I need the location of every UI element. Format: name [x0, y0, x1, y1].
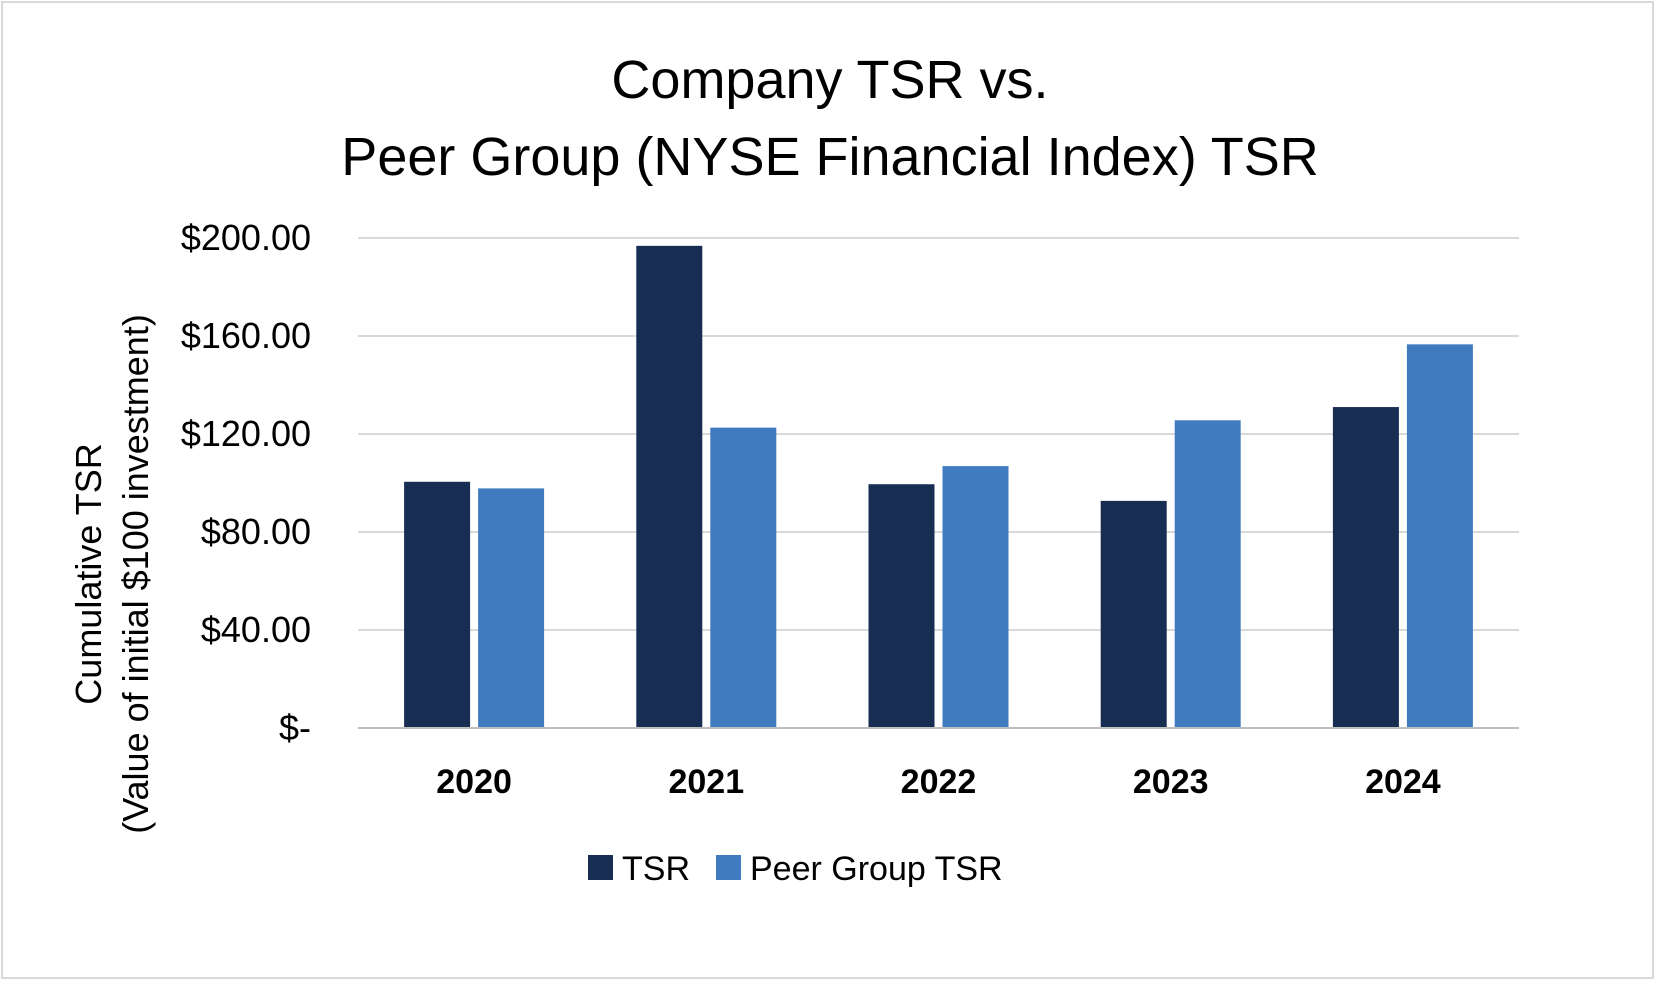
bar-tsr-2021	[636, 245, 703, 728]
y-axis-title-line-1: Cumulative TSR	[68, 443, 109, 704]
y-tick-label: $200.00	[181, 217, 311, 258]
x-tick-label-2022: 2022	[901, 763, 977, 801]
x-tick-label-2023: 2023	[1133, 763, 1209, 801]
x-tick-label-2024: 2024	[1365, 763, 1441, 801]
bar-peer-group-tsr-2020	[478, 488, 545, 728]
legend-label-tsr: TSR	[622, 850, 690, 888]
y-tick-label: $120.00	[181, 413, 311, 454]
bars	[404, 245, 1473, 728]
bar-tsr-2023	[1100, 500, 1167, 728]
legend: TSR Peer Group TSR	[588, 850, 1003, 888]
bar-tsr-2022	[868, 484, 935, 728]
bar-peer-group-tsr-2021	[710, 427, 777, 728]
chart-title-line-1: Company TSR vs.	[611, 50, 1048, 110]
x-tick-label-2020: 2020	[436, 763, 512, 801]
y-tick-label: $40.00	[201, 609, 311, 650]
bar-peer-group-tsr-2023	[1174, 420, 1241, 728]
y-tick-label: $160.00	[181, 315, 311, 356]
x-tick-label-2021: 2021	[668, 763, 744, 801]
chart-svg: Company TSR vs. Peer Group (NYSE Financi…	[68, 50, 1519, 888]
bar-peer-group-tsr-2024	[1406, 344, 1473, 728]
y-axis-title: Cumulative TSR (Value of initial $100 in…	[68, 314, 156, 834]
legend-swatch-tsr	[588, 855, 613, 880]
gridlines	[358, 237, 1519, 631]
bar-peer-group-tsr-2022	[942, 466, 1009, 728]
chart-title-line-2: Peer Group (NYSE Financial Index) TSR	[341, 127, 1318, 187]
y-axis-title-line-2: (Value of initial $100 investment)	[115, 314, 156, 834]
legend-label-peer-group-tsr: Peer Group TSR	[750, 850, 1003, 888]
legend-swatch-peer-group-tsr	[716, 855, 741, 880]
x-tick-labels: 2020 2021 2022 2023 2024	[436, 763, 1441, 801]
bar-tsr-2020	[404, 481, 471, 728]
y-tick-label: $-	[279, 707, 311, 748]
bar-tsr-2024	[1332, 407, 1399, 728]
y-tick-label: $80.00	[201, 511, 311, 552]
y-tick-labels: $- $40.00 $80.00 $120.00 $160.00 $200.00	[181, 217, 311, 748]
